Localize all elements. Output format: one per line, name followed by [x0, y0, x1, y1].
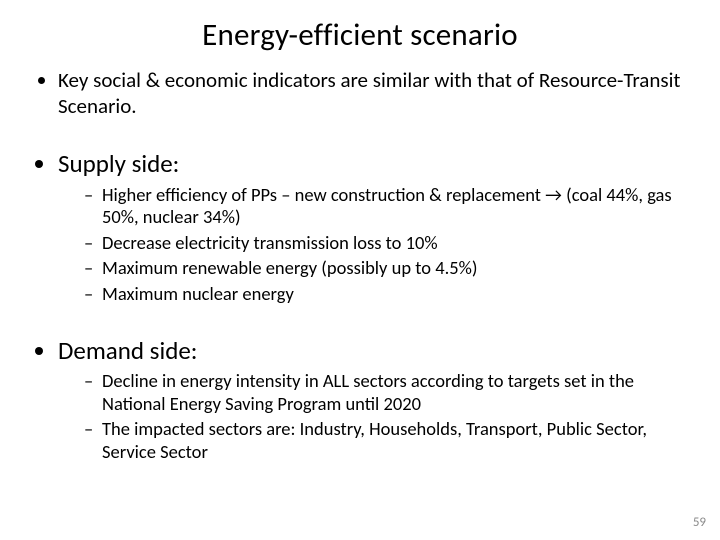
bullet-supply-side: Supply side: Higher efficiency of PPs – …: [58, 149, 690, 305]
demand-item: The impacted sectors are: Industry, Hous…: [84, 418, 690, 463]
demand-label: Demand side:: [58, 335, 197, 366]
demand-sublist: Decline in energy intensity in ALL secto…: [58, 370, 690, 463]
demand-item: Decline in energy intensity in ALL secto…: [84, 370, 690, 415]
slide: Energy-efficient scenario Key social & e…: [0, 0, 720, 540]
slide-title: Energy-efficient scenario: [30, 16, 690, 54]
supply-item: Higher efficiency of PPs – new construct…: [84, 184, 690, 229]
supply-item: Decrease electricity transmission loss t…: [84, 232, 690, 255]
page-number: 59: [693, 515, 706, 530]
supply-item: Maximum renewable energy (possibly up to…: [84, 257, 690, 280]
bullet-intro: Key social & economic indicators are sim…: [58, 68, 690, 119]
supply-label: Supply side:: [58, 148, 179, 179]
supply-sublist: Higher efficiency of PPs – new construct…: [58, 184, 690, 306]
bullet-list: Key social & economic indicators are sim…: [30, 68, 690, 463]
supply-item: Maximum nuclear energy: [84, 283, 690, 306]
bullet-demand-side: Demand side: Decline in energy intensity…: [58, 336, 690, 464]
